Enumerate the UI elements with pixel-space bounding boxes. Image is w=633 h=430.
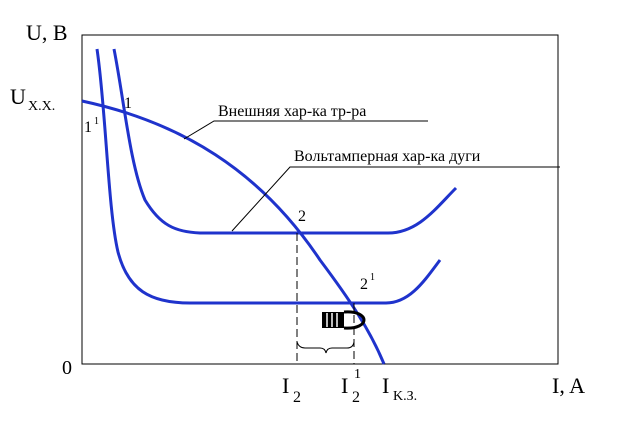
electrode-arc-icon [322, 310, 366, 330]
short-circuit-current-label: I K.З. [382, 373, 417, 404]
svg-text:U: U [10, 84, 26, 109]
current-i2-label: I 2 [282, 373, 301, 406]
svg-text:2: 2 [360, 276, 368, 293]
external-char-leader [183, 120, 428, 140]
external-char-label: Внешняя хар-ка тр-ра [218, 103, 366, 120]
svg-text:1: 1 [370, 272, 375, 283]
svg-text:K.З.: K.З. [393, 389, 417, 404]
point-1-label: 1 [124, 95, 132, 112]
arc-char-label: Вольтамперная хар-ка дуги [294, 148, 481, 165]
open-circuit-voltage-label: U X.X. [10, 84, 55, 114]
y-axis-label: U, B [26, 20, 68, 45]
arc-characteristic-lower-curve [95, 48, 442, 305]
svg-text:1: 1 [354, 367, 361, 382]
svg-text:I: I [341, 373, 348, 398]
svg-text:1: 1 [94, 116, 99, 127]
svg-text:X.X.: X.X. [28, 99, 55, 114]
x-axis-label: I, A [552, 373, 585, 398]
point-1-prime-label: 1 1 [84, 116, 99, 136]
point-2-prime-label: 2 1 [360, 272, 375, 293]
plot-frame [81, 34, 559, 365]
arc-characteristic-upper-curve [112, 48, 458, 235]
svg-text:2: 2 [293, 389, 301, 406]
svg-text:2: 2 [352, 389, 360, 406]
point-2-label: 2 [298, 208, 306, 225]
origin-label: 0 [62, 357, 72, 379]
svg-text:1: 1 [84, 119, 92, 136]
arc-char-leader [231, 166, 560, 232]
current-i2-prime-label: I 2 1 [341, 367, 361, 406]
svg-text:I: I [282, 373, 289, 398]
svg-text:I: I [382, 373, 389, 398]
range-brace [296, 341, 355, 354]
